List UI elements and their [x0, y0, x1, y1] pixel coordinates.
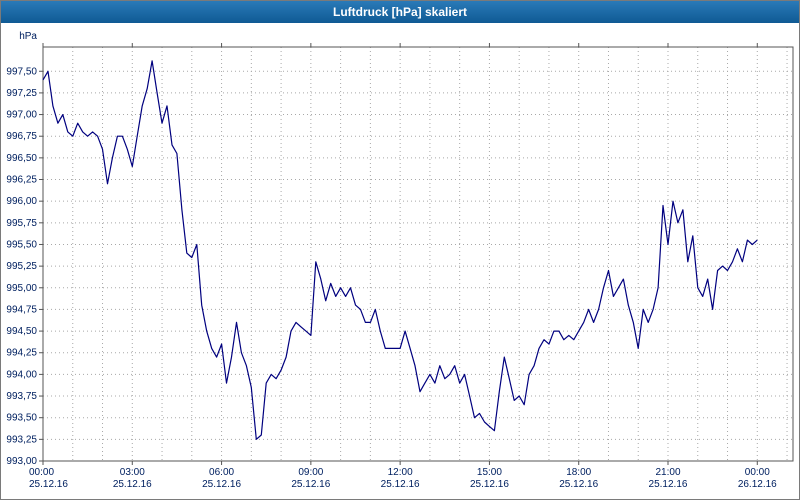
y-tick-label: 996,00: [6, 196, 37, 207]
x-tick-time-label: 12:00: [388, 467, 413, 478]
x-tick-time-label: 06:00: [209, 467, 234, 478]
y-tick-label: 995,00: [6, 283, 37, 294]
plot-border: [42, 46, 794, 462]
y-tick-label: 996,75: [6, 131, 37, 142]
x-tick-date-label: 25.12.16: [559, 479, 598, 490]
chart-title: Luftdruck [hPa] skaliert: [332, 5, 468, 19]
x-tick-date-label: 25.12.16: [29, 479, 68, 490]
chart-area: 993,00 993,25 993,50 993,75 994,00 994,25 994,…: [1, 23, 799, 499]
y-tick-label: 993,75: [6, 391, 37, 402]
y-tick-label: 993,50: [6, 413, 37, 424]
x-tick-time-label: 21:00: [655, 467, 680, 478]
x-tick-time-label: 15:00: [477, 467, 502, 478]
x-tick-date-label: 25.12.16: [291, 479, 330, 490]
x-tick-time-label: 18:00: [566, 467, 591, 478]
y-tick-label: 995,50: [6, 239, 37, 250]
pressure-chart-svg: 993,00 993,25 993,50 993,75 994,00 994,25 994,…: [1, 23, 799, 499]
y-tick-label: 995,25: [6, 261, 37, 272]
y-tick-label: 994,50: [6, 326, 37, 337]
x-tick-time-label: 09:00: [298, 467, 323, 478]
pressure-line: [42, 60, 758, 440]
y-tick-label: 996,25: [6, 175, 37, 186]
x-tick-date-label: 25.12.16: [202, 479, 241, 490]
x-tick-time-label: 03:00: [120, 467, 145, 478]
y-axis-unit-label: hPa: [19, 31, 37, 42]
title-bar: Luftdruck [hPa] skaliert: [1, 1, 799, 23]
x-tick-date-label: 25.12.16: [113, 479, 152, 490]
x-tick-time-label: 00:00: [29, 467, 54, 478]
y-tick-label: 993,25: [6, 434, 37, 445]
y-tick-label: 993,00: [6, 456, 37, 467]
y-tick-label: 997,00: [6, 110, 37, 121]
y-tick-label: 996,50: [6, 153, 37, 164]
y-tick-label: 997,50: [6, 66, 37, 77]
y-tick-label: 994,00: [6, 369, 37, 380]
x-tick-date-label: 25.12.16: [649, 479, 688, 490]
x-tick-date-label: 26.12.16: [738, 479, 777, 490]
y-tick-label: 995,75: [6, 218, 37, 229]
y-tick-label: 994,75: [6, 304, 37, 315]
x-tick-time-label: 00:00: [745, 467, 770, 478]
y-tick-label: 994,25: [6, 348, 37, 359]
y-tick-label: 997,25: [6, 88, 37, 99]
x-tick-date-label: 25.12.16: [470, 479, 509, 490]
x-tick-date-label: 25.12.16: [381, 479, 420, 490]
